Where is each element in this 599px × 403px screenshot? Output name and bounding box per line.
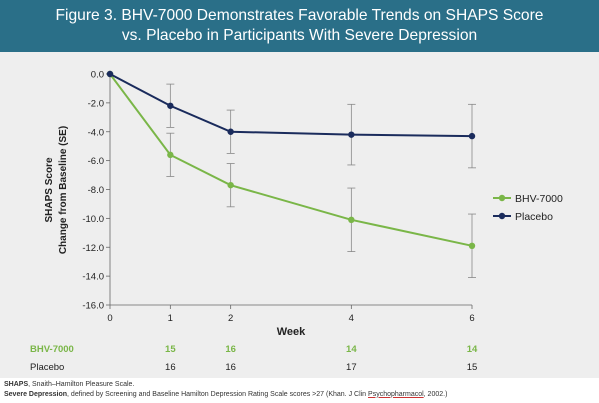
placebo-legend-label: Placebo xyxy=(515,211,553,223)
bhv-7000-series-line xyxy=(109,73,473,247)
n-table-value-bhv-7000: 14 xyxy=(467,344,478,355)
x-tick-label: 6 xyxy=(469,313,474,324)
placebo-data-point xyxy=(106,70,114,78)
n-table-value-placebo: 15 xyxy=(467,362,478,373)
bhv-7000-data-point xyxy=(167,151,174,159)
n-table-value-placebo: 16 xyxy=(225,362,236,373)
x-tick-label: 2 xyxy=(228,313,233,324)
footnote-severe-term: Severe Depression xyxy=(4,390,68,398)
title-banner: Figure 3. BHV-7000 Demonstrates Favorabl… xyxy=(0,0,599,52)
y-tick-label: -4.0 xyxy=(88,127,104,138)
chart-title: Figure 3. BHV-7000 Demonstrates Favorabl… xyxy=(0,6,599,46)
footnote-severe-depression: Severe Depression, defined by Screening … xyxy=(4,390,596,400)
y-axis-label-line-1: SHAPS Score xyxy=(44,157,55,222)
y-axis-label-line-2: Change from Baseline (SE) xyxy=(58,126,69,254)
y-tick-label: -8.0 xyxy=(88,185,104,196)
chart-panel: 0.0 -2.0 -4.0 -6.0 -8.0 -10.0 -12.0 -14.0 -16.0 0… xyxy=(0,52,599,378)
placebo-data-point xyxy=(227,128,234,135)
y-tick-label: -14.0 xyxy=(82,272,104,283)
n-table-label-placebo: Placebo xyxy=(30,362,64,373)
x-tick-label: 0 xyxy=(107,313,112,324)
n-table-value-bhv-7000: 14 xyxy=(346,344,357,355)
chart-title-line-1: Figure 3. BHV-7000 Demonstrates Favorabl… xyxy=(55,7,544,24)
footnote-shaps-term: SHAPS xyxy=(4,381,29,388)
footnotes: SHAPS, Snaith–Hamilton Pleasure Scale. S… xyxy=(4,380,596,399)
y-tick-label: -16.0 xyxy=(82,301,104,312)
placebo-series-line xyxy=(109,73,473,138)
y-tick-label: 0.0 xyxy=(91,70,104,81)
placebo-data-point xyxy=(348,131,355,138)
x-tick-label: 4 xyxy=(349,313,354,324)
bhv-7000-data-point xyxy=(227,181,234,189)
footnote-severe-definition: , defined by Screening and Baseline Hami… xyxy=(67,390,369,398)
chart-title-line-2: vs. Placebo in Participants With Severe … xyxy=(121,27,478,44)
y-tick-label: -2.0 xyxy=(88,98,104,109)
line-chart: 0.0 -2.0 -4.0 -6.0 -8.0 -10.0 -12.0 -14.0 -16.00… xyxy=(30,70,563,374)
n-table-value-bhv-7000: 15 xyxy=(165,344,176,355)
bhv-7000-data-point xyxy=(468,242,476,250)
footnote-year: , 2002.) xyxy=(423,390,448,398)
x-axis-label: Week xyxy=(277,326,306,338)
footnote-shaps: SHAPS, Snaith–Hamilton Pleasure Scale. xyxy=(4,380,596,390)
bhv-7000-legend-label: BHV-7000 xyxy=(515,193,563,205)
bhv-7000-legend-marker xyxy=(498,194,506,202)
y-tick-label: -12.0 xyxy=(82,243,104,254)
x-tick-label: 1 xyxy=(168,313,173,324)
y-tick-label: -6.0 xyxy=(88,156,104,167)
n-table-value-placebo: 16 xyxy=(165,362,176,373)
placebo-legend-marker xyxy=(498,212,506,220)
footnote-shaps-definition: , Snaith–Hamilton Pleasure Scale. xyxy=(28,381,135,388)
placebo-data-point xyxy=(468,132,476,140)
placebo-data-point xyxy=(167,102,174,109)
n-table-value-bhv-7000: 16 xyxy=(225,344,236,355)
y-tick-label: -10.0 xyxy=(82,214,104,225)
n-table-value-placebo: 17 xyxy=(346,362,357,373)
n-table-label-bhv-7000: BHV-7000 xyxy=(30,344,74,355)
bhv-7000-data-point xyxy=(348,216,355,224)
footnote-journal: Psychopharmacol xyxy=(368,390,424,398)
